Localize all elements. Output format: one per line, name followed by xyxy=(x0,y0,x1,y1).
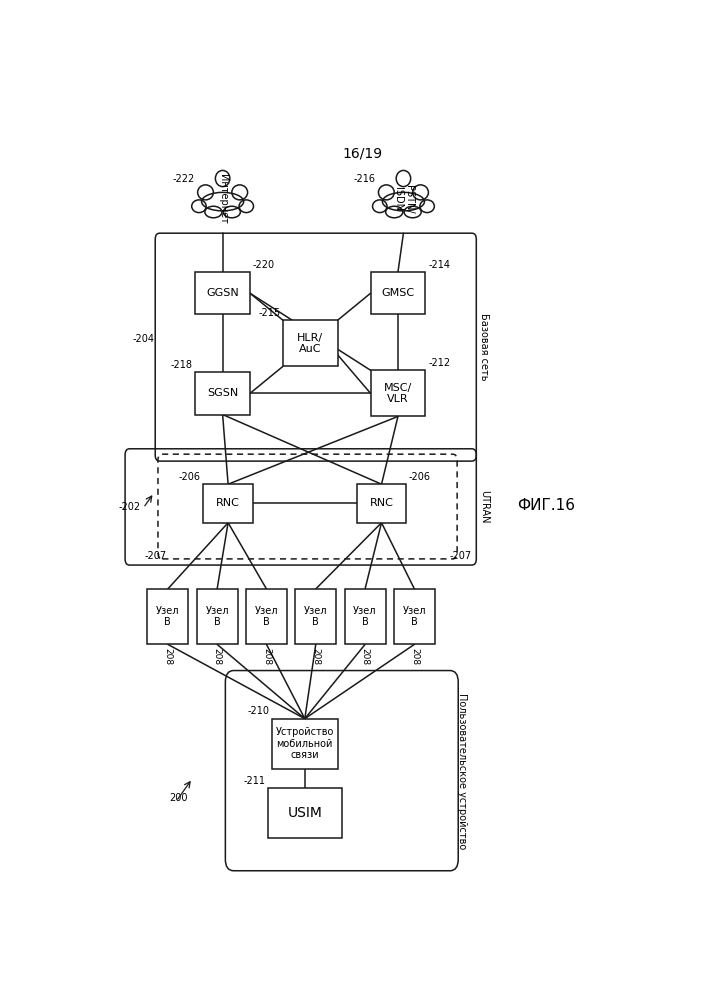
Text: Базовая сеть: Базовая сеть xyxy=(479,313,489,381)
Text: UTRAN: UTRAN xyxy=(479,490,489,524)
Text: GGSN: GGSN xyxy=(206,288,239,298)
Text: 208: 208 xyxy=(262,648,271,665)
Ellipse shape xyxy=(413,185,428,200)
Text: 208: 208 xyxy=(361,648,370,665)
Text: Узел
B: Узел B xyxy=(206,606,229,627)
Text: RNC: RNC xyxy=(216,498,240,508)
Text: SGSN: SGSN xyxy=(207,388,238,398)
Text: GMSC: GMSC xyxy=(381,288,414,298)
Bar xyxy=(370,370,426,416)
Text: -222: -222 xyxy=(173,174,195,184)
Ellipse shape xyxy=(239,200,254,213)
Ellipse shape xyxy=(201,192,244,211)
Text: -212: -212 xyxy=(428,358,450,368)
Ellipse shape xyxy=(192,200,206,213)
Bar xyxy=(272,719,338,769)
Ellipse shape xyxy=(382,192,424,211)
Text: -214: -214 xyxy=(428,260,450,270)
Text: Узел
B: Узел B xyxy=(354,606,377,627)
Text: -207: -207 xyxy=(145,551,167,561)
Text: 16/19: 16/19 xyxy=(342,147,382,161)
Bar xyxy=(195,272,250,314)
Ellipse shape xyxy=(373,200,387,213)
Text: -207: -207 xyxy=(450,551,472,561)
Text: ФИГ.16: ФИГ.16 xyxy=(517,497,575,512)
Ellipse shape xyxy=(216,170,230,187)
Text: -206: -206 xyxy=(409,472,431,482)
Text: 208: 208 xyxy=(311,648,320,665)
Bar xyxy=(344,589,385,644)
Ellipse shape xyxy=(205,206,222,218)
Text: 208: 208 xyxy=(163,648,173,665)
Text: Узел
B: Узел B xyxy=(156,606,180,627)
Text: -215: -215 xyxy=(258,308,280,318)
Text: -218: -218 xyxy=(170,360,192,370)
Text: RNC: RNC xyxy=(370,498,394,508)
Text: -204: -204 xyxy=(132,334,154,344)
Ellipse shape xyxy=(223,206,240,218)
Bar xyxy=(246,589,287,644)
Text: -216: -216 xyxy=(354,174,376,184)
Text: PSTN/
ISDN: PSTN/ ISDN xyxy=(392,185,414,214)
Bar xyxy=(357,484,407,523)
Text: Узел
B: Узел B xyxy=(304,606,327,627)
Text: 200: 200 xyxy=(170,793,188,803)
Text: Пользовательское устройство: Пользовательское устройство xyxy=(457,693,467,849)
Bar xyxy=(204,484,253,523)
Text: Узел
B: Узел B xyxy=(403,606,426,627)
Bar xyxy=(283,320,338,366)
Text: USIM: USIM xyxy=(287,806,322,820)
Ellipse shape xyxy=(232,185,247,200)
Ellipse shape xyxy=(396,170,411,187)
Bar xyxy=(197,589,238,644)
Ellipse shape xyxy=(404,206,421,218)
Text: Устройство
мобильной
связи: Устройство мобильной связи xyxy=(276,727,334,760)
Text: -211: -211 xyxy=(243,776,265,786)
Ellipse shape xyxy=(378,185,395,200)
Text: -210: -210 xyxy=(247,706,269,716)
Bar xyxy=(195,372,250,415)
Text: -220: -220 xyxy=(253,260,275,270)
Text: 208: 208 xyxy=(213,648,221,665)
Text: MSC/
VLR: MSC/ VLR xyxy=(384,383,412,404)
Bar xyxy=(268,788,341,838)
Text: HLR/
AuC: HLR/ AuC xyxy=(297,333,323,354)
Ellipse shape xyxy=(386,206,403,218)
Bar xyxy=(296,589,337,644)
Text: Интернет: Интернет xyxy=(218,174,228,224)
Text: Узел
B: Узел B xyxy=(255,606,278,627)
Bar xyxy=(147,589,188,644)
Ellipse shape xyxy=(198,185,214,200)
Text: -202: -202 xyxy=(118,502,141,512)
Bar xyxy=(370,272,426,314)
Bar xyxy=(394,589,435,644)
Ellipse shape xyxy=(420,200,434,213)
Text: -206: -206 xyxy=(179,472,201,482)
Text: 208: 208 xyxy=(410,648,419,665)
